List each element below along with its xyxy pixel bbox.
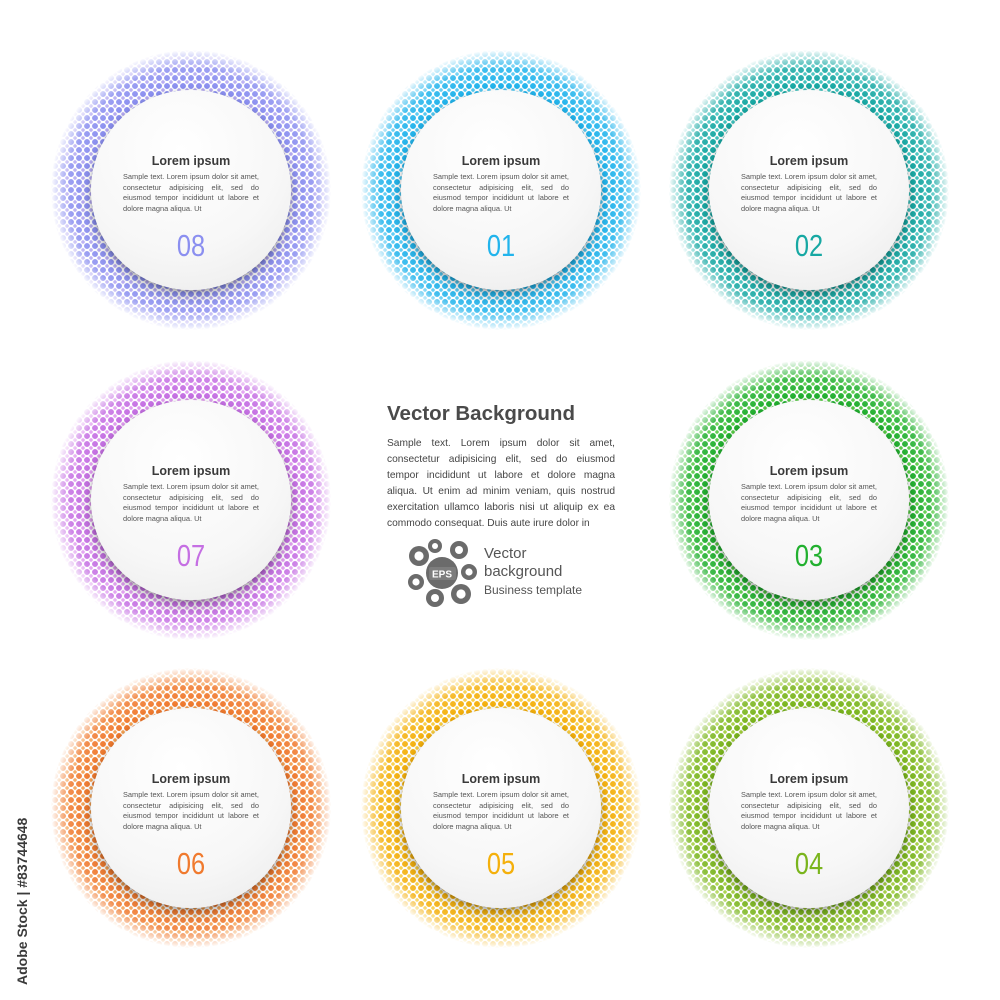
card-body: Sample text. Lorem ipsum dolor sit amet,… xyxy=(433,790,569,831)
card-number: 08 xyxy=(176,228,206,263)
card-number: 01 xyxy=(486,228,516,263)
logo-line-background: background xyxy=(484,563,563,580)
card-number: 03 xyxy=(794,538,824,573)
logo-caption: Vector background Business template xyxy=(484,545,582,599)
card-title: Lorem ipsum xyxy=(461,772,541,786)
card-body: Sample text. Lorem ipsum dolor sit amet,… xyxy=(741,790,877,831)
card-title: Lorem ipsum xyxy=(769,154,849,168)
card-06: Lorem ipsum Sample text. Lorem ipsum dol… xyxy=(51,668,331,948)
card-03: Lorem ipsum Sample text. Lorem ipsum dol… xyxy=(669,360,949,640)
card-title: Lorem ipsum xyxy=(151,772,231,786)
logo-line-vector: Vector xyxy=(484,545,527,562)
card-disc: Lorem ipsum Sample text. Lorem ipsum dol… xyxy=(91,708,291,908)
card-title: Lorem ipsum xyxy=(769,772,849,786)
card-body: Sample text. Lorem ipsum dolor sit amet,… xyxy=(123,482,259,523)
card-disc: Lorem ipsum Sample text. Lorem ipsum dol… xyxy=(401,90,601,290)
card-01: Lorem ipsum Sample text. Lorem ipsum dol… xyxy=(361,50,641,330)
card-05: Lorem ipsum Sample text. Lorem ipsum dol… xyxy=(361,668,641,948)
card-disc: Lorem ipsum Sample text. Lorem ipsum dol… xyxy=(709,90,909,290)
card-body: Sample text. Lorem ipsum dolor sit amet,… xyxy=(741,172,877,213)
card-02: Lorem ipsum Sample text. Lorem ipsum dol… xyxy=(669,50,949,330)
card-body: Sample text. Lorem ipsum dolor sit amet,… xyxy=(741,482,877,523)
logo-line-business: Business template xyxy=(484,583,583,597)
stock-id-stamp: Adobe Stock | #83744648 xyxy=(14,817,30,985)
card-disc: Lorem ipsum Sample text. Lorem ipsum dol… xyxy=(709,708,909,908)
eps-flower-icon: EPS xyxy=(408,539,477,607)
card-number: 06 xyxy=(176,846,206,881)
card-title: Lorem ipsum xyxy=(151,154,231,168)
card-body: Sample text. Lorem ipsum dolor sit amet,… xyxy=(433,172,569,213)
card-07: Lorem ipsum Sample text. Lorem ipsum dol… xyxy=(51,360,331,640)
card-title: Lorem ipsum xyxy=(461,154,541,168)
center-title: Vector Background xyxy=(387,402,575,425)
card-04: Lorem ipsum Sample text. Lorem ipsum dol… xyxy=(669,668,949,948)
card-number: 02 xyxy=(794,228,824,263)
card-number: 05 xyxy=(486,846,516,881)
center-body-text: Sample text. Lorem ipsum dolor sit amet,… xyxy=(387,438,615,529)
card-body: Sample text. Lorem ipsum dolor sit amet,… xyxy=(123,172,259,213)
card-number: 04 xyxy=(794,846,824,881)
card-08: Lorem ipsum Sample text. Lorem ipsum dol… xyxy=(51,50,331,330)
card-disc: Lorem ipsum Sample text. Lorem ipsum dol… xyxy=(709,400,909,600)
card-disc: Lorem ipsum Sample text. Lorem ipsum dol… xyxy=(91,400,291,600)
eps-badge: EPS xyxy=(432,570,452,581)
card-disc: Lorem ipsum Sample text. Lorem ipsum dol… xyxy=(401,708,601,908)
card-body: Sample text. Lorem ipsum dolor sit amet,… xyxy=(123,790,259,831)
card-title: Lorem ipsum xyxy=(151,464,231,478)
card-disc: Lorem ipsum Sample text. Lorem ipsum dol… xyxy=(91,90,291,290)
card-title: Lorem ipsum xyxy=(769,464,849,478)
card-number: 07 xyxy=(176,538,206,573)
